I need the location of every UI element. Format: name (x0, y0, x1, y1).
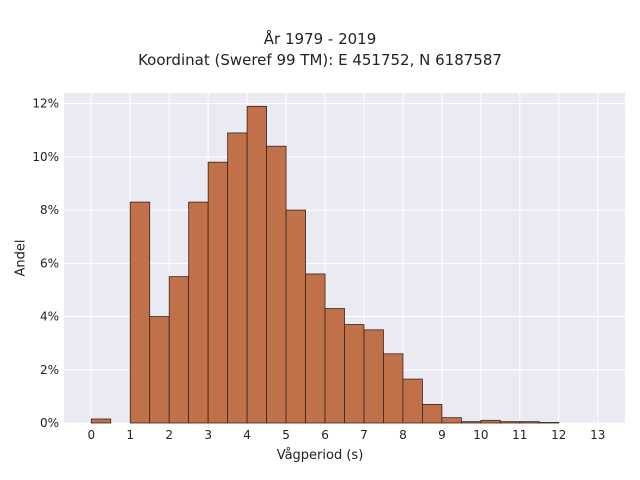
histogram-bar (188, 201, 209, 424)
histogram-bar (519, 421, 540, 424)
bars (90, 105, 560, 424)
histogram-bar (168, 276, 190, 424)
histogram-bar (324, 308, 345, 424)
x-tick-label: 8 (399, 428, 407, 442)
x-tick-label: 0 (87, 428, 95, 442)
histogram-bar (207, 161, 229, 424)
histogram-bar (149, 316, 170, 424)
histogram-bar (480, 419, 501, 424)
histogram-bar (129, 201, 151, 424)
histogram-bar (441, 417, 462, 424)
x-axis-ticks: 0 1 2 3 4 5 6 7 8 9 10 11 12 13 (87, 428, 605, 442)
histogram-bar (363, 329, 384, 424)
histogram-bar (266, 145, 287, 424)
x-tick-label: 13 (590, 428, 605, 442)
histogram-bar (499, 421, 521, 424)
x-tick-label: 3 (204, 428, 212, 442)
x-tick-label: 1 (126, 428, 134, 442)
histogram-bar (227, 132, 248, 424)
y-axis-label: Andel (13, 239, 29, 277)
x-tick-label: 7 (360, 428, 368, 442)
y-tick-label: 10% (32, 150, 59, 164)
histogram-bar (460, 421, 482, 424)
x-tick-label: 4 (243, 428, 251, 442)
histogram-bar (285, 209, 306, 424)
y-tick-label: 2% (40, 363, 59, 377)
chart-subtitle: Koordinat (Sweref 99 TM): E 451752, N 61… (138, 51, 502, 69)
y-tick-label: 6% (40, 256, 59, 270)
x-tick-label: 9 (438, 428, 446, 442)
x-tick-label: 10 (473, 428, 488, 442)
histogram-bar (383, 353, 404, 424)
y-tick-label: 12% (32, 97, 59, 111)
x-axis-label: Vågperiod (s) (276, 448, 364, 463)
y-tick-label: 8% (40, 203, 59, 217)
y-tick-label: 0% (40, 416, 59, 430)
x-tick-label: 5 (282, 428, 290, 442)
x-tick-label: 6 (321, 428, 329, 442)
histogram-bar (538, 422, 560, 424)
histogram-bar (246, 105, 267, 424)
chart-title: År 1979 - 2019 (263, 30, 377, 48)
y-tick-label: 4% (40, 310, 59, 324)
histogram-bar (422, 403, 443, 424)
y-axis-ticks: 0% 2% 4% 6% 8% 10% 12% (32, 97, 59, 430)
histogram-bar (344, 324, 365, 424)
histogram-bar (90, 418, 112, 424)
x-tick-label: 11 (512, 428, 527, 442)
x-tick-label: 12 (551, 428, 566, 442)
histogram-bar (402, 378, 423, 424)
x-tick-label: 2 (165, 428, 173, 442)
histogram-bar (305, 273, 326, 424)
